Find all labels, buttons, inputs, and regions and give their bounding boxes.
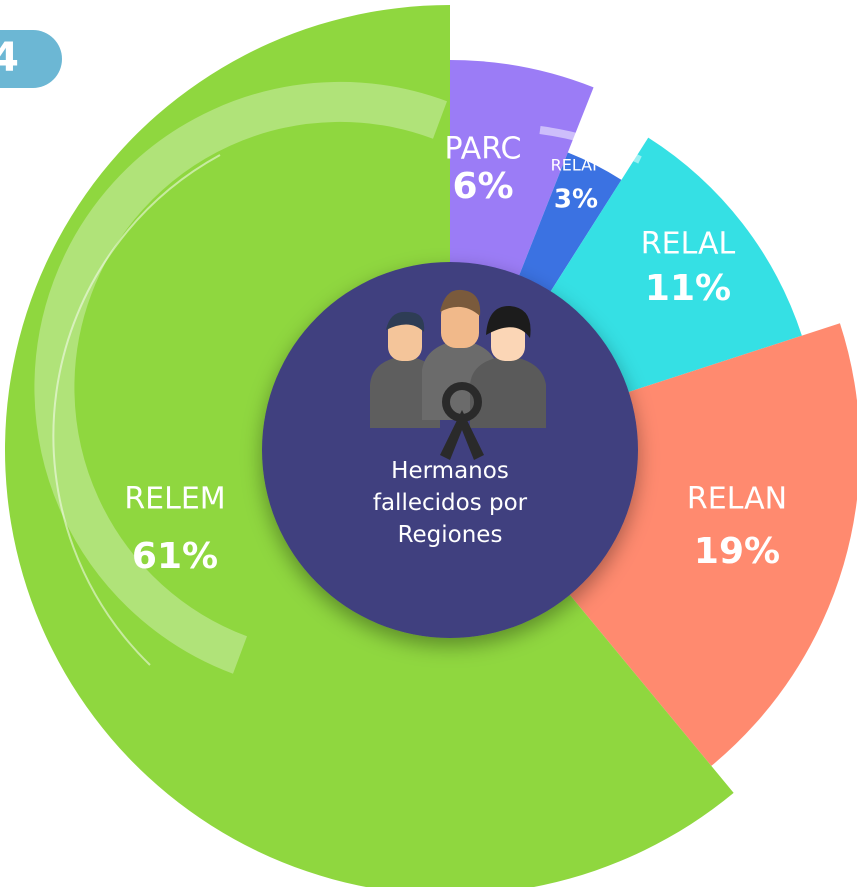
slice-percent: 6% xyxy=(452,166,513,207)
people-icon xyxy=(370,289,546,460)
center-label: Hermanos fallecidos por Regiones xyxy=(372,458,528,549)
slice-name: RELAF xyxy=(551,156,602,175)
decor-arc xyxy=(34,81,447,674)
slice-percent: 11% xyxy=(645,268,731,309)
slice-name: RELAL xyxy=(641,227,736,262)
slice-percent: 19% xyxy=(694,531,780,572)
slice-name: PARC xyxy=(445,132,522,167)
slice-percent: 3% xyxy=(554,185,598,215)
slice-name: RELEM xyxy=(124,482,225,517)
decor-line xyxy=(539,126,642,164)
step-badge: 4 xyxy=(0,30,62,88)
slice-percent: 61% xyxy=(132,536,218,577)
badge-number: 4 xyxy=(0,35,19,81)
decor-line xyxy=(52,154,221,666)
slice-name: RELAN xyxy=(687,482,787,517)
badge-pill xyxy=(0,30,62,88)
